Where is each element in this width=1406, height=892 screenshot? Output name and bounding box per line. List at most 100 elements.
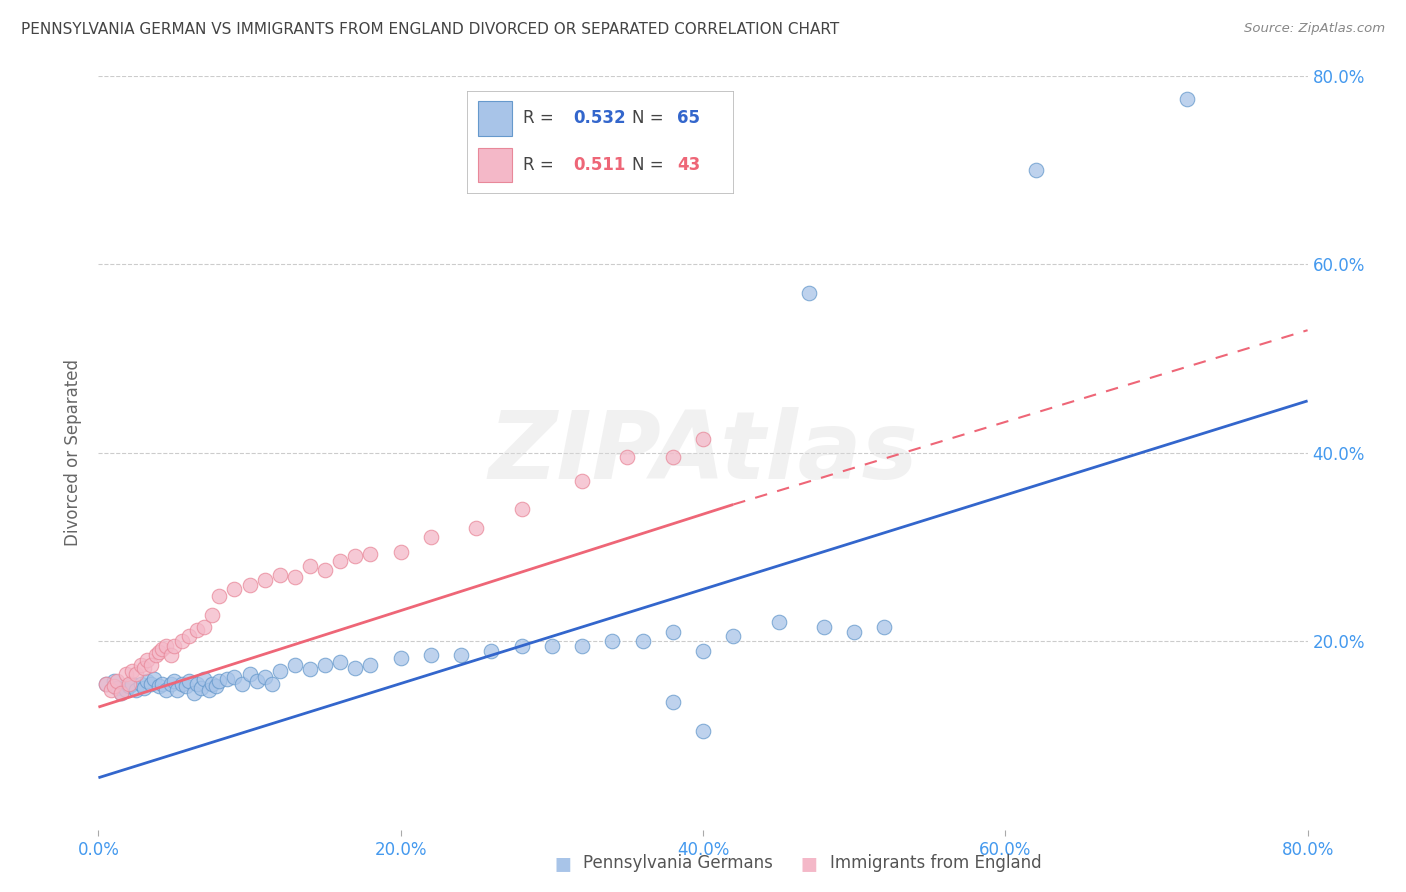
Point: [170, 676, 193, 690]
Point: [616, 450, 638, 465]
Point: [190, 681, 212, 696]
Point: [360, 548, 382, 562]
Point: [540, 639, 562, 653]
Point: [262, 676, 284, 690]
Point: [150, 641, 173, 656]
Point: [631, 634, 654, 648]
Point: [129, 676, 152, 690]
Point: [299, 662, 322, 676]
Point: [873, 620, 896, 634]
Point: [121, 676, 143, 690]
Text: ▪: ▪: [553, 849, 572, 878]
Y-axis label: Divorced or Separated: Divorced or Separated: [65, 359, 83, 546]
Point: [389, 651, 412, 665]
Text: Source: ZipAtlas.com: Source: ZipAtlas.com: [1244, 22, 1385, 36]
Point: [201, 676, 224, 690]
Point: [344, 549, 367, 564]
Point: [135, 673, 157, 688]
Point: [420, 531, 443, 545]
Point: [239, 667, 262, 681]
Point: [797, 285, 820, 300]
Point: [110, 686, 132, 700]
Point: [420, 648, 443, 663]
Point: [155, 683, 177, 698]
Text: PENNSYLVANIA GERMAN VS IMMIGRANTS FROM ENGLAND DIVORCED OR SEPARATED CORRELATION: PENNSYLVANIA GERMAN VS IMMIGRANTS FROM E…: [21, 22, 839, 37]
Point: [166, 683, 188, 698]
Point: [389, 544, 412, 558]
Point: [224, 670, 246, 684]
Point: [239, 577, 262, 591]
Point: [179, 673, 201, 688]
Point: [208, 589, 231, 603]
Point: [103, 673, 125, 688]
Point: [1175, 92, 1198, 106]
Point: [135, 653, 157, 667]
Point: [129, 657, 152, 672]
Point: [465, 521, 488, 535]
Point: [602, 634, 624, 648]
Point: [571, 474, 593, 488]
Point: [118, 676, 141, 690]
Text: ZIPAtlas: ZIPAtlas: [488, 407, 918, 499]
Point: [121, 665, 143, 679]
Point: [118, 679, 141, 693]
Point: [94, 676, 117, 690]
Point: [692, 723, 714, 738]
Point: [94, 676, 117, 690]
Point: [284, 657, 307, 672]
Point: [329, 554, 352, 568]
Point: [110, 686, 132, 700]
Text: ▪: ▪: [799, 849, 818, 878]
Point: [103, 679, 125, 693]
Point: [510, 502, 533, 516]
Point: [314, 564, 336, 578]
Point: [661, 624, 683, 639]
Point: [183, 686, 205, 700]
Point: [208, 673, 231, 688]
Point: [215, 672, 238, 686]
Point: [571, 639, 593, 653]
Point: [132, 681, 155, 696]
Point: [114, 683, 136, 698]
Point: [114, 667, 136, 681]
Point: [253, 573, 276, 587]
Point: [768, 615, 790, 630]
Point: [360, 657, 382, 672]
Point: [661, 450, 683, 465]
Point: [692, 643, 714, 657]
Point: [125, 667, 148, 681]
Point: [231, 676, 253, 690]
Point: [160, 648, 183, 663]
Point: [100, 683, 122, 698]
Point: [179, 629, 201, 643]
Point: [105, 681, 128, 696]
Point: [246, 673, 269, 688]
Point: [661, 695, 683, 709]
Point: [510, 639, 533, 653]
Point: [269, 665, 291, 679]
Point: [253, 670, 276, 684]
Text: Pennsylvania Germans: Pennsylvania Germans: [583, 855, 773, 872]
Point: [723, 629, 745, 643]
Point: [148, 645, 170, 659]
Point: [329, 655, 352, 669]
Point: [141, 657, 163, 672]
Point: [105, 673, 128, 688]
Point: [163, 639, 186, 653]
Point: [132, 660, 155, 674]
Point: [141, 676, 163, 690]
Point: [481, 643, 503, 657]
Point: [170, 634, 193, 648]
Point: [148, 679, 170, 693]
Point: [143, 672, 166, 686]
Point: [193, 620, 215, 634]
Point: [269, 568, 291, 582]
Point: [344, 660, 367, 674]
Point: [844, 624, 866, 639]
Point: [314, 657, 336, 672]
Point: [160, 676, 183, 690]
Point: [224, 582, 246, 597]
Point: [197, 683, 219, 698]
Point: [299, 558, 322, 573]
Point: [201, 607, 224, 622]
